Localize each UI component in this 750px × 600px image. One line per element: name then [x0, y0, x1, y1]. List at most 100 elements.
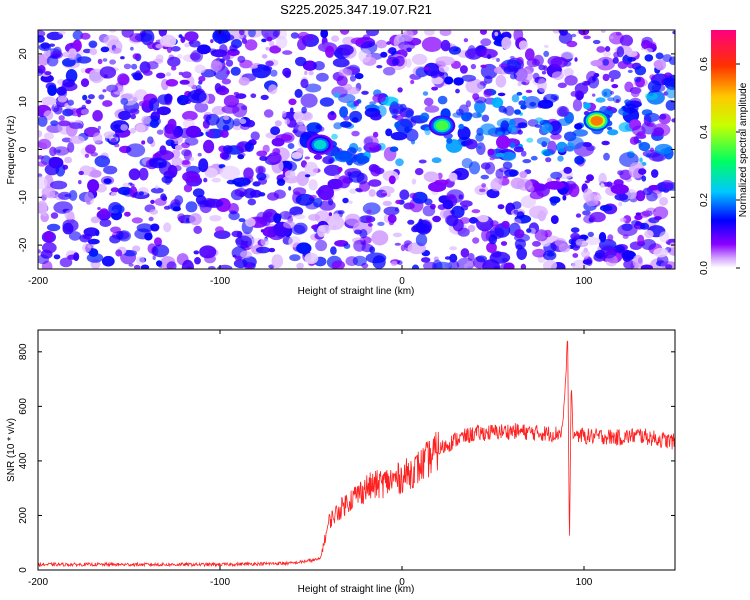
spectrogram-cell	[234, 255, 242, 261]
spectrogram-cell	[446, 137, 453, 144]
spectrogram-cell	[225, 59, 234, 67]
spectrogram-cell	[260, 94, 269, 100]
spectrogram-cell	[433, 261, 452, 269]
spectrogram-cell	[180, 36, 186, 43]
spectrogram-cell	[110, 191, 117, 197]
spectrogram-cell	[612, 57, 619, 64]
spectrogram-cell	[271, 254, 284, 269]
spectrogram-cell	[585, 237, 601, 245]
spectrogram-cell	[598, 172, 607, 185]
spectrogram-cell	[337, 167, 343, 172]
spectrogram-cell	[331, 35, 340, 42]
spectrogram-cell	[185, 217, 190, 223]
spectrogram-cell	[421, 36, 443, 53]
spectrogram-cell	[351, 117, 359, 123]
spectrogram-cell	[261, 30, 281, 40]
spectrogram-cell	[671, 118, 675, 123]
spectrogram-cell	[380, 193, 388, 196]
spectrogram-cell	[244, 39, 258, 51]
spectrogram-cell	[67, 141, 75, 153]
spectrogram-cell	[409, 192, 418, 199]
spectrogram-cell	[503, 65, 519, 75]
spectrogram-cell	[81, 108, 89, 115]
spectrogram-cell	[618, 122, 633, 133]
spectrogram-cell	[38, 254, 50, 265]
spectrogram-cell	[607, 234, 614, 242]
spectrogram-cell	[38, 43, 51, 51]
spectrogram-cell	[38, 115, 48, 127]
spectrogram-cell	[512, 201, 522, 210]
y-tick-label: 10	[18, 96, 29, 108]
spectrogram-cell	[154, 237, 162, 247]
spectrogram-cell	[394, 121, 400, 129]
spectrogram-cell	[442, 199, 454, 210]
spectrogram-cell	[352, 255, 367, 267]
spectrogram-cell	[470, 63, 477, 70]
spectrogram-cell	[216, 115, 235, 132]
spectrogram-y-axis-label: Frequency (Hz)	[6, 116, 17, 185]
spectrogram-cell	[550, 133, 562, 140]
spectrogram-cell	[149, 209, 159, 215]
spectrogram-cell	[174, 165, 182, 172]
spectrogram-cell	[339, 106, 349, 118]
spectrogram-cell	[85, 144, 96, 154]
spectrogram-cell	[498, 63, 509, 68]
spectrogram-cell	[270, 126, 281, 136]
spectrogram-cell	[575, 238, 586, 246]
spectrogram-cell	[222, 34, 235, 41]
spectrogram-cell	[517, 81, 522, 87]
spectrogram-cell	[400, 244, 406, 252]
spectrogram-cell	[78, 170, 84, 176]
spectrogram-cell	[223, 115, 230, 121]
spectrogram-cell	[259, 156, 268, 161]
spectrogram-cell	[349, 75, 357, 82]
spectrogram-cell	[453, 77, 464, 86]
spectrogram-cell	[64, 194, 70, 197]
spectrogram-cell	[449, 253, 458, 263]
spectrogram-cell	[147, 41, 156, 50]
spectrogram-cell	[457, 227, 470, 237]
spectrogram-cell	[250, 64, 258, 69]
spectrogram-cell	[155, 43, 164, 49]
spectrogram-cell	[615, 31, 622, 36]
spectrogram-cell	[507, 125, 517, 133]
spectrogram-cell	[181, 71, 192, 79]
spectrogram-cell	[313, 60, 325, 71]
spectrogram-cell	[550, 198, 558, 206]
spectrogram-cell	[638, 141, 643, 147]
spectrogram-cell	[99, 208, 109, 215]
spectrogram-cell	[301, 111, 313, 122]
spectrogram-cell	[619, 169, 632, 180]
spectrogram-cell	[587, 231, 594, 238]
spectrogram-cell	[165, 139, 175, 147]
spectrogram-cell	[600, 245, 617, 259]
spectrogram-cell	[294, 88, 303, 98]
spectrogram-cell	[565, 142, 576, 152]
spectrogram-cell	[635, 212, 642, 216]
spectrogram-cell	[600, 183, 605, 188]
y-tick-label: -10	[18, 190, 29, 205]
spectrogram-cell	[475, 255, 488, 263]
spectrogram-cell	[624, 99, 631, 105]
spectrogram-cell	[245, 119, 256, 128]
spectrogram-cell	[207, 266, 216, 269]
x-tick-label: -200	[28, 577, 48, 588]
spectrogram-cell	[626, 50, 638, 57]
spectrogram-cell	[503, 262, 515, 269]
spectrogram-cell	[613, 51, 620, 59]
spectrogram-cell	[288, 236, 301, 248]
spectrogram-cell	[330, 246, 337, 255]
spectrogram-cell	[459, 217, 471, 224]
spectrogram-cell	[518, 100, 526, 106]
x-tick-label: -100	[210, 577, 230, 588]
spectrogram-cell	[468, 161, 481, 175]
spectrogram-cell	[193, 225, 202, 234]
spectrogram-cell	[284, 170, 296, 179]
spectrogram-cell	[449, 246, 458, 251]
spectrogram-cell	[530, 155, 538, 161]
spectrogram-y-ticks: -20 -10 0 10 20	[18, 48, 675, 252]
spectrogram-cell	[395, 118, 413, 134]
spectrogram-cell	[377, 221, 385, 226]
spectrogram-cell	[504, 105, 515, 116]
spectrogram-cell	[607, 97, 615, 102]
